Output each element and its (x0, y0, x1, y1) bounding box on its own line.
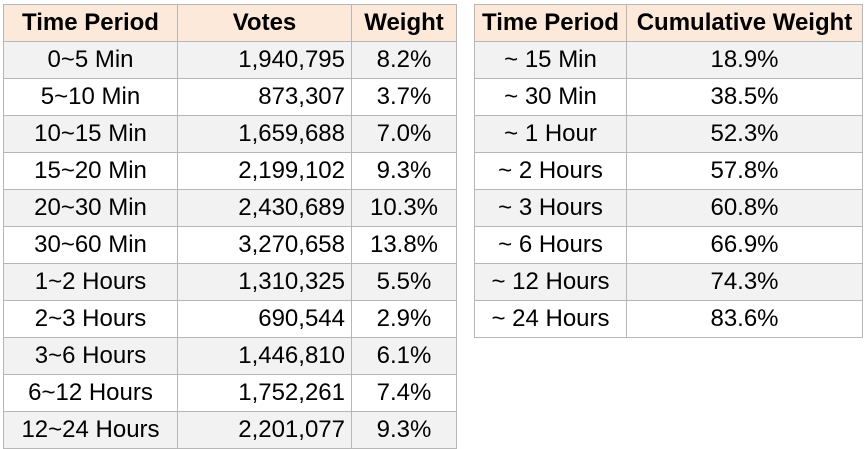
votes-cell: 1,446,810 (177, 337, 352, 375)
weight-cell: 9.3% (351, 411, 457, 449)
time-period-cell: ~ 24 Hours (474, 300, 627, 338)
weight-cell: 8.2% (351, 41, 457, 79)
header-weight: Weight (351, 4, 457, 42)
header-time-period: Time Period (474, 4, 627, 42)
time-period-cell: 15~20 Min (3, 152, 178, 190)
table-row: ~ 3 Hours 60.8% (474, 189, 863, 227)
time-period-cell: ~ 1 Hour (474, 115, 627, 153)
header-votes: Votes (177, 4, 352, 42)
votes-cell: 2,199,102 (177, 152, 352, 190)
cumulative-weight-cell: 74.3% (626, 263, 863, 301)
cumulative-weight-cell: 38.5% (626, 78, 863, 116)
table-row: 1~2 Hours 1,310,325 5.5% (3, 263, 457, 301)
time-period-cell: 0~5 Min (3, 41, 178, 79)
weight-cell: 3.7% (351, 78, 457, 116)
table-row: ~ 30 Min 38.5% (474, 78, 863, 116)
time-period-cell: 20~30 Min (3, 189, 178, 227)
votes-cell: 1,940,795 (177, 41, 352, 79)
time-period-cell: ~ 3 Hours (474, 189, 627, 227)
cumulative-weight-cell: 83.6% (626, 300, 863, 338)
table-row: ~ 6 Hours 66.9% (474, 226, 863, 264)
table-row: 3~6 Hours 1,446,810 6.1% (3, 337, 457, 375)
time-period-cell: ~ 15 Min (474, 41, 627, 79)
table-row: 5~10 Min 873,307 3.7% (3, 78, 457, 116)
time-period-cell: 12~24 Hours (3, 411, 178, 449)
time-period-cell: 1~2 Hours (3, 263, 178, 301)
time-period-cell: 30~60 Min (3, 226, 178, 264)
table-row: ~ 24 Hours 83.6% (474, 300, 863, 338)
time-period-cell: 2~3 Hours (3, 300, 178, 338)
table-row: 15~20 Min 2,199,102 9.3% (3, 152, 457, 190)
time-period-cell: ~ 2 Hours (474, 152, 627, 190)
time-period-cell: ~ 30 Min (474, 78, 627, 116)
weight-cell: 7.0% (351, 115, 457, 153)
time-period-cell: 3~6 Hours (3, 337, 178, 375)
votes-cell: 2,430,689 (177, 189, 352, 227)
header-cumulative-weight: Cumulative Weight (626, 4, 863, 42)
weight-cell: 13.8% (351, 226, 457, 264)
votes-cell: 690,544 (177, 300, 352, 338)
weight-cell: 10.3% (351, 189, 457, 227)
table-row: ~ 2 Hours 57.8% (474, 152, 863, 190)
votes-cell: 3,270,658 (177, 226, 352, 264)
table-row: ~ 12 Hours 74.3% (474, 263, 863, 301)
weight-cell: 9.3% (351, 152, 457, 190)
table-row: 6~12 Hours 1,752,261 7.4% (3, 374, 457, 412)
header-time-period: Time Period (3, 4, 178, 42)
votes-cell: 2,201,077 (177, 411, 352, 449)
table-row: 10~15 Min 1,659,688 7.0% (3, 115, 457, 153)
time-period-cell: 5~10 Min (3, 78, 178, 116)
votes-cell: 873,307 (177, 78, 352, 116)
votes-cell: 1,659,688 (177, 115, 352, 153)
weight-cell: 7.4% (351, 374, 457, 412)
table-row: ~ 15 Min 18.9% (474, 41, 863, 79)
time-period-cell: 6~12 Hours (3, 374, 178, 412)
time-period-cell: 10~15 Min (3, 115, 178, 153)
time-period-cell: ~ 12 Hours (474, 263, 627, 301)
cumulative-weight-cell: 66.9% (626, 226, 863, 264)
table-row: 2~3 Hours 690,544 2.9% (3, 300, 457, 338)
weight-cell: 2.9% (351, 300, 457, 338)
table-row: ~ 1 Hour 52.3% (474, 115, 863, 153)
cumulative-weight-cell: 60.8% (626, 189, 863, 227)
table-row: 12~24 Hours 2,201,077 9.3% (3, 411, 457, 449)
table-row: 20~30 Min 2,430,689 10.3% (3, 189, 457, 227)
cumulative-weight-cell: 57.8% (626, 152, 863, 190)
votes-cell: 1,752,261 (177, 374, 352, 412)
cumulative-weight-cell: 18.9% (626, 41, 863, 79)
weight-cell: 5.5% (351, 263, 457, 301)
cumulative-weight-table: Time Period Cumulative Weight ~ 15 Min 18… (474, 4, 863, 338)
cumulative-weight-cell: 52.3% (626, 115, 863, 153)
votes-cell: 1,310,325 (177, 263, 352, 301)
table-row: 0~5 Min 1,940,795 8.2% (3, 41, 457, 79)
header-row: Time Period Cumulative Weight (474, 4, 863, 42)
time-period-cell: ~ 6 Hours (474, 226, 627, 264)
votes-table: Time Period Votes Weight 0~5 Min 1,940,79… (3, 4, 457, 449)
weight-cell: 6.1% (351, 337, 457, 375)
header-row: Time Period Votes Weight (3, 4, 457, 42)
table-row: 30~60 Min 3,270,658 13.8% (3, 226, 457, 264)
